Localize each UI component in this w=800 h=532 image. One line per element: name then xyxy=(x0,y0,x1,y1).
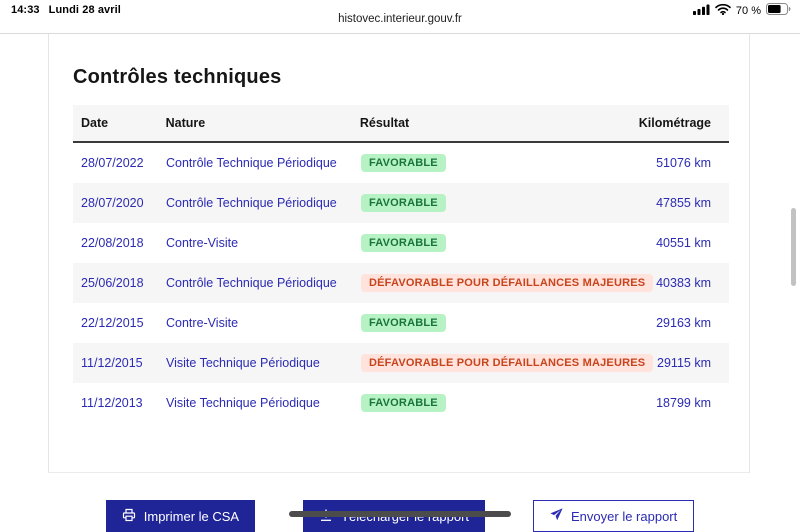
result-badge: FAVORABLE xyxy=(361,234,446,252)
result-badge: DÉFAVORABLE POUR DÉFAILLANCES MAJEURES xyxy=(361,354,654,372)
print-csa-button[interactable]: Imprimer le CSA xyxy=(105,500,256,532)
wifi-icon xyxy=(715,3,731,18)
result-badge: DÉFAVORABLE POUR DÉFAILLANCES MAJEURES xyxy=(361,274,654,292)
table-body: 28/07/2022 Contrôle Technique Périodique F… xyxy=(73,143,729,423)
status-left: 14:33 Lundi 28 avril xyxy=(11,4,121,16)
status-right: 70 % xyxy=(692,3,791,18)
result-badge: FAVORABLE xyxy=(361,194,446,212)
scrollbar-thumb[interactable] xyxy=(791,208,796,286)
inspection-date: 28/07/2022 xyxy=(81,156,144,170)
result-cell: DÉFAVORABLE POUR DÉFAILLANCES MAJEURES xyxy=(361,354,654,372)
inspection-nature: Visite Technique Périodique xyxy=(166,396,320,410)
result-badge: FAVORABLE xyxy=(361,314,446,332)
result-cell: FAVORABLE xyxy=(361,234,641,252)
send-icon xyxy=(550,508,563,524)
inspection-nature: Visite Technique Périodique xyxy=(166,356,320,370)
home-indicator-bar[interactable] xyxy=(289,511,511,517)
button-label: Imprimer le CSA xyxy=(143,508,240,524)
button-label: Envoyer le rapport xyxy=(571,508,678,524)
inspection-date: 25/06/2018 xyxy=(81,276,144,290)
inspection-date: 28/07/2020 xyxy=(81,196,144,210)
inspection-km: 29163 km xyxy=(656,316,711,330)
result-badge: FAVORABLE xyxy=(361,154,446,172)
inspection-km: 47855 km xyxy=(656,196,711,210)
inspection-nature: Contrôle Technique Périodique xyxy=(166,196,337,210)
inspection-km: 29115 km xyxy=(657,356,711,370)
inspection-nature: Contre-Visite xyxy=(166,236,239,250)
battery-icon xyxy=(766,3,791,18)
result-cell: FAVORABLE xyxy=(361,394,641,412)
battery-percent: 70 % xyxy=(735,4,761,17)
status-date: Lundi 28 avril xyxy=(48,4,121,16)
table-row: 11/12/2015 Visite Technique Périodique DÉF… xyxy=(73,343,729,383)
result-badge: FAVORABLE xyxy=(361,394,446,412)
page-title: Contrôles techniques xyxy=(73,66,282,88)
browser-chrome-divider xyxy=(0,33,800,34)
header-nature: Nature xyxy=(165,116,206,130)
cellular-signal-icon xyxy=(692,4,710,18)
table-row: 22/12/2015 Contre-Visite FAVORABLE 29163 km xyxy=(73,303,729,343)
result-cell: FAVORABLE xyxy=(361,154,641,172)
table-row: 28/07/2020 Contrôle Technique Périodique F… xyxy=(73,183,729,223)
inspection-km: 40551 km xyxy=(656,236,711,250)
inspection-nature: Contre-Visite xyxy=(166,316,239,330)
inspection-date: 11/12/2013 xyxy=(81,396,143,410)
result-cell: FAVORABLE xyxy=(361,314,641,332)
result-cell: DÉFAVORABLE POUR DÉFAILLANCES MAJEURES xyxy=(361,274,654,292)
inspection-date: 22/08/2018 xyxy=(81,236,144,250)
inspection-km: 51076 km xyxy=(656,156,711,170)
status-time: 14:33 xyxy=(11,4,40,16)
printer-icon xyxy=(122,508,136,525)
header-resultat: Résultat xyxy=(359,116,410,130)
header-date: Date xyxy=(81,116,109,130)
inspection-km: 18799 km xyxy=(656,396,711,410)
status-bar: 14:33 Lundi 28 avril 70 % xyxy=(0,0,800,33)
table-row: 22/08/2018 Contre-Visite FAVORABLE 40551 km xyxy=(73,223,729,263)
result-cell: FAVORABLE xyxy=(361,194,641,212)
content-card: Contrôles techniques Date Nature Résulta… xyxy=(48,34,750,473)
table-row: 11/12/2013 Visite Technique Périodique FAV… xyxy=(73,383,729,423)
table-row: 25/06/2018 Contrôle Technique Périodique D… xyxy=(73,263,729,303)
header-kilometrage: Kilométrage xyxy=(638,116,711,130)
inspection-km: 40383 km xyxy=(656,276,711,290)
inspection-nature: Contrôle Technique Périodique xyxy=(166,276,337,290)
table-header-row: Date Nature Résultat Kilométrage xyxy=(73,105,729,143)
table-row: 28/07/2022 Contrôle Technique Périodique F… xyxy=(73,143,729,183)
inspection-date: 22/12/2015 xyxy=(81,316,144,330)
send-report-button[interactable]: Envoyer le rapport xyxy=(533,500,695,532)
inspections-table: Date Nature Résultat Kilométrage 28/07/2… xyxy=(73,105,729,423)
inspection-date: 11/12/2015 xyxy=(81,356,143,370)
inspection-nature: Contrôle Technique Périodique xyxy=(166,156,337,170)
browser-url[interactable]: histovec.interieur.gouv.fr xyxy=(338,13,462,25)
